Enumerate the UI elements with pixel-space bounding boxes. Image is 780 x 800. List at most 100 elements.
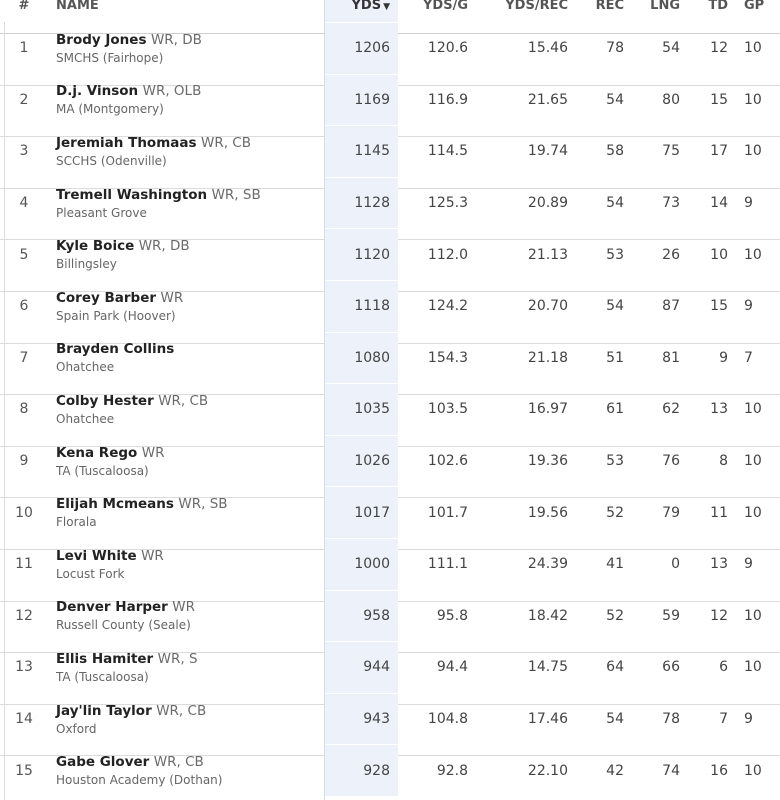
player-school-link[interactable]: Locust Fork — [56, 566, 125, 581]
ydsrec-cell: 19.74 — [476, 125, 576, 178]
player-school-link[interactable]: TA (Tuscaloosa) — [56, 669, 149, 684]
lng-cell: 76 — [632, 435, 688, 488]
column-header-gp[interactable]: GP — [736, 0, 780, 23]
column-header-yds[interactable]: YDS ▼ — [323, 0, 398, 23]
rank-cell: 7 — [0, 332, 48, 385]
column-header-rec[interactable]: REC — [576, 0, 632, 23]
ydsg-cell: 94.4 — [398, 641, 476, 694]
player-school-link[interactable]: SCCHS (Odenville) — [56, 153, 167, 168]
table-row[interactable]: 3 Jeremiah Thomaas WR, CB SCCHS (Odenville… — [0, 125, 780, 189]
ydsrec-cell: 24.39 — [476, 538, 576, 591]
table-row[interactable]: 14 Jay'lin Taylor WR, CB Oxford 943 104.8 17.… — [0, 693, 780, 756]
ydsg-cell: 92.8 — [398, 744, 476, 797]
player-school-link[interactable]: Ohatchee — [56, 360, 115, 375]
yds-cell: 1000 — [323, 538, 398, 591]
column-header-ydsg[interactable]: YDS/G — [398, 0, 476, 23]
player-name-link[interactable]: Gabe Glover — [56, 754, 150, 771]
player-school-link[interactable]: SMCHS (Fairhope) — [56, 50, 164, 65]
player-name-link[interactable]: Colby Hester — [56, 392, 154, 409]
gp-cell: 7 — [736, 332, 780, 385]
player-name-link[interactable]: Brody Jones — [56, 31, 147, 48]
player-school-link[interactable]: Houston Academy (Dothan) — [56, 773, 223, 788]
table-row[interactable]: 13 Ellis Hamiter WR, S TA (Tuscaloosa) 944 9… — [0, 641, 780, 705]
player-school-link[interactable]: Florala — [56, 515, 97, 530]
gp-cell: 10 — [736, 383, 780, 436]
player-name-link[interactable]: Ellis Hamiter — [56, 650, 154, 667]
td-cell: 10 — [688, 228, 736, 281]
td-cell: 13 — [688, 538, 736, 591]
table-row[interactable]: 15 Gabe Glover WR, CB Houston Academy (Dot… — [0, 744, 780, 800]
player-school-link[interactable]: TA (Tuscaloosa) — [56, 463, 149, 478]
player-name-link[interactable]: Brayden Collins — [56, 341, 175, 358]
player-position: WR, CB — [153, 754, 204, 771]
column-header-lng[interactable]: LNG — [632, 0, 688, 23]
player-name-link[interactable]: Levi White — [56, 547, 137, 564]
lng-cell: 54 — [632, 22, 688, 75]
td-cell: 14 — [688, 177, 736, 230]
player-cell: Jeremiah Thomaas WR, CB SCCHS (Odenville) — [48, 125, 324, 178]
player-name-link[interactable]: Tremell Washington — [56, 186, 208, 203]
ydsg-cell: 116.9 — [398, 74, 476, 127]
player-name-link[interactable]: Jeremiah Thomaas — [56, 134, 197, 151]
gp-cell: 10 — [736, 22, 780, 75]
lng-cell: 0 — [632, 538, 688, 591]
table-row[interactable]: 8 Colby Hester WR, CB Ohatchee 1035 103.5 16.… — [0, 383, 780, 447]
table-row[interactable]: 2 D.j. Vinson WR, OLB MA (Montgomery) 1169 1… — [0, 74, 780, 137]
yds-cell: 1128 — [323, 177, 398, 230]
rank-cell: 3 — [0, 125, 48, 178]
column-header-name[interactable]: NAME — [48, 0, 324, 23]
player-school-link[interactable]: Billingsley — [56, 257, 117, 272]
player-name-link[interactable]: Elijah Mcmeans — [56, 496, 174, 513]
player-name-link[interactable]: D.j. Vinson — [56, 83, 139, 100]
ydsrec-cell: 22.10 — [476, 744, 576, 797]
player-school-link[interactable]: Pleasant Grove — [56, 205, 147, 220]
gp-cell: 10 — [736, 435, 780, 488]
ydsrec-cell: 21.18 — [476, 332, 576, 385]
player-cell: Corey Barber WR Spain Park (Hoover) — [48, 280, 324, 333]
player-school-link[interactable]: Russell County (Seale) — [56, 618, 191, 633]
player-name-link[interactable]: Denver Harper — [56, 599, 168, 616]
column-header-td[interactable]: TD — [688, 0, 736, 23]
table-row[interactable]: 7 Brayden Collins Ohatchee 1080 154.3 21.18 51… — [0, 332, 780, 395]
table-row[interactable]: 12 Denver Harper WR Russell County (Seale)… — [0, 590, 780, 653]
td-cell: 11 — [688, 486, 736, 539]
lng-cell: 59 — [632, 590, 688, 643]
player-school-link[interactable]: Spain Park (Hoover) — [56, 308, 176, 323]
td-cell: 6 — [688, 641, 736, 694]
gp-cell: 9 — [736, 280, 780, 333]
table-row[interactable]: 5 Kyle Boice WR, DB Billingsley 1120 112.0 21… — [0, 228, 780, 292]
ydsg-cell: 111.1 — [398, 538, 476, 591]
ydsg-cell: 154.3 — [398, 332, 476, 385]
rec-cell: 78 — [576, 22, 632, 75]
table-row[interactable]: 1 Brody Jones WR, DB SMCHS (Fairhope) 1206 1… — [0, 22, 780, 86]
column-header-ydsrec[interactable]: YDS/REC — [476, 0, 576, 23]
gp-cell: 9 — [736, 693, 780, 746]
yds-cell: 958 — [323, 590, 398, 643]
player-name-link[interactable]: Jay'lin Taylor — [56, 702, 152, 719]
lng-cell: 73 — [632, 177, 688, 230]
table-body: 1 Brody Jones WR, DB SMCHS (Fairhope) 1206 1… — [0, 22, 780, 800]
player-name-link[interactable]: Corey Barber — [56, 289, 157, 306]
rank-cell: 6 — [0, 280, 48, 333]
table-row[interactable]: 6 Corey Barber WR Spain Park (Hoover) 1118 1… — [0, 280, 780, 343]
player-position: WR, SB — [211, 186, 261, 203]
ydsg-cell: 95.8 — [398, 590, 476, 643]
player-name-link[interactable]: Kyle Boice — [56, 238, 135, 255]
column-header-rank[interactable]: # — [0, 0, 48, 23]
table-row[interactable]: 11 Levi White WR Locust Fork 1000 111.1 24.39… — [0, 538, 780, 601]
player-school-link[interactable]: Ohatchee — [56, 411, 115, 426]
td-cell: 8 — [688, 435, 736, 488]
ydsg-cell: 102.6 — [398, 435, 476, 488]
player-cell: Brody Jones WR, DB SMCHS (Fairhope) — [48, 22, 324, 75]
table-row[interactable]: 10 Elijah Mcmeans WR, SB Florala 1017 101.7 1… — [0, 486, 780, 550]
table-row[interactable]: 4 Tremell Washington WR, SB Pleasant Grove… — [0, 177, 780, 240]
player-name-link[interactable]: Kena Rego — [56, 444, 138, 461]
player-cell: Levi White WR Locust Fork — [48, 538, 324, 591]
player-position: WR, DB — [138, 238, 190, 255]
yds-cell: 1035 — [323, 383, 398, 436]
player-school-link[interactable]: Oxford — [56, 721, 97, 736]
player-school-link[interactable]: MA (Montgomery) — [56, 102, 164, 117]
lng-cell: 79 — [632, 486, 688, 539]
table-row[interactable]: 9 Kena Rego WR TA (Tuscaloosa) 1026 102.6 19.… — [0, 435, 780, 498]
player-cell: Gabe Glover WR, CB Houston Academy (Dotha… — [48, 744, 324, 797]
